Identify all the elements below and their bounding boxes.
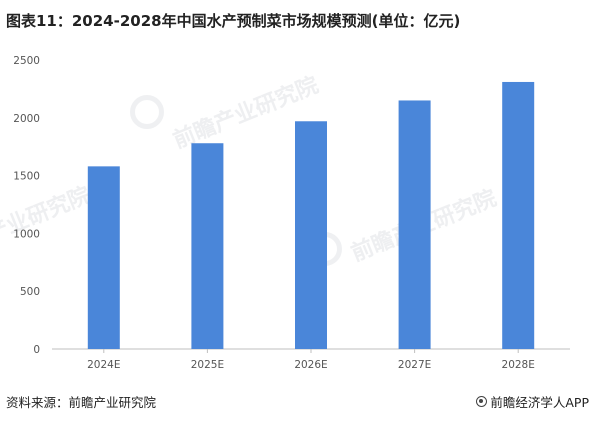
x-tick-label: 2028E: [502, 359, 535, 371]
y-tick-label: 500: [20, 286, 40, 298]
bar: [191, 143, 224, 349]
y-tick-label: 2000: [13, 113, 40, 125]
x-tick-label: 2026E: [294, 359, 327, 371]
bar: [295, 121, 327, 349]
x-tick-label: 2027E: [398, 359, 431, 371]
brand-logo-icon: [476, 396, 488, 407]
source-note: 资料来源：前瞻产业研究院: [6, 395, 157, 410]
y-tick-label: 1500: [13, 171, 40, 183]
chart-title: 图表11：2024-2028年中国水产预制菜市场规模预测(单位：亿元): [6, 12, 461, 30]
bar: [87, 166, 120, 349]
y-tick-label: 0: [33, 344, 40, 356]
bar: [502, 81, 535, 350]
bar: [398, 100, 431, 350]
brand-text: 前瞻经济学人APP: [490, 395, 589, 410]
bar-chart: 0 500 1000 1500 2000 2500 2024E 2025E 2026E 2027E…: [13, 55, 570, 371]
x-tick-label: 2025E: [191, 359, 224, 371]
x-tick-label: 2024E: [87, 359, 120, 371]
brand-label: 前瞻经济学人APP: [476, 392, 589, 411]
y-tick-label: 2500: [13, 55, 40, 67]
y-tick-label: 1000: [13, 228, 40, 240]
footer: 资料来源：前瞻产业研究院 前瞻经济学人APP: [0, 380, 595, 421]
